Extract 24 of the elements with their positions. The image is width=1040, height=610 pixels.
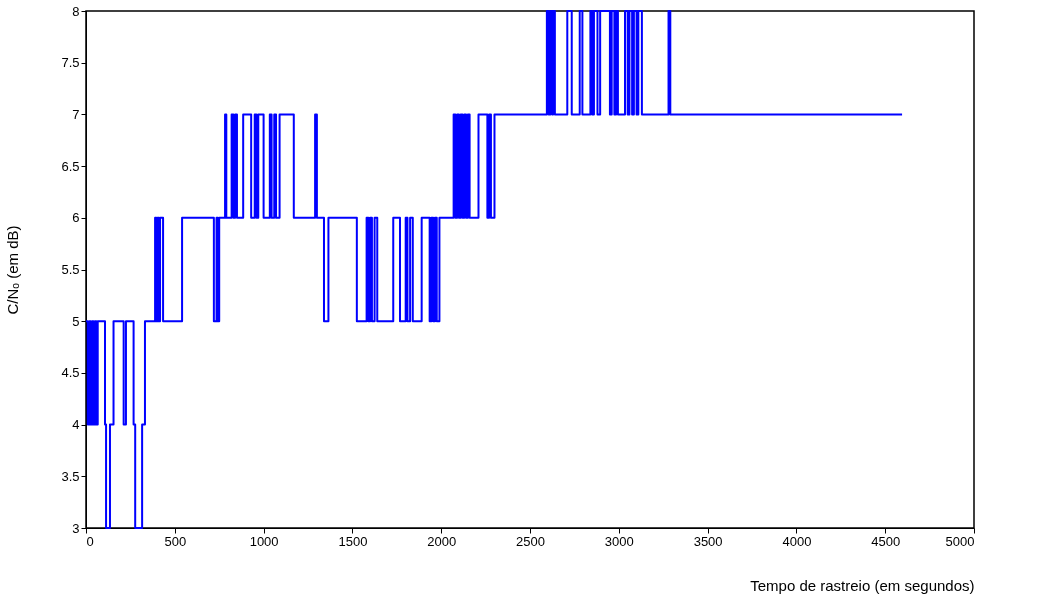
x-tick-label: 5000 xyxy=(945,533,975,549)
y-axis-title: C/Nₒ (em dB) xyxy=(4,225,22,315)
y-tick-label: 7 xyxy=(72,106,80,122)
x-tick-label: 3000 xyxy=(604,533,634,549)
x-tick-label: 2000 xyxy=(427,533,457,549)
x-tick-label: 4500 xyxy=(871,533,901,549)
x-tick-label: 1000 xyxy=(249,533,279,549)
x-tick-label: 0 xyxy=(86,533,94,549)
y-tick-label: 5.5 xyxy=(61,262,80,277)
x-tick-label: 3500 xyxy=(693,533,723,549)
x-tick-label: 2500 xyxy=(516,533,545,549)
y-tick-label: 6.5 xyxy=(61,158,80,174)
x-tick-label: 500 xyxy=(164,533,187,549)
x-tick-label: 1500 xyxy=(338,533,368,549)
x-tick-label: 4000 xyxy=(782,533,812,549)
y-tick-label: 4.5 xyxy=(61,365,80,381)
y-tick-label: 6 xyxy=(72,210,80,226)
y-tick-label: 3 xyxy=(72,520,80,536)
y-tick-label: 4 xyxy=(72,417,80,433)
y-tick-label: 8 xyxy=(72,3,80,19)
y-tick-label: 3.5 xyxy=(61,468,80,484)
y-tick-label: 5 xyxy=(72,313,80,329)
x-axis-title: Tempo de rastreio (em segundos) xyxy=(750,576,975,594)
y-tick-label: 7.5 xyxy=(61,55,80,71)
